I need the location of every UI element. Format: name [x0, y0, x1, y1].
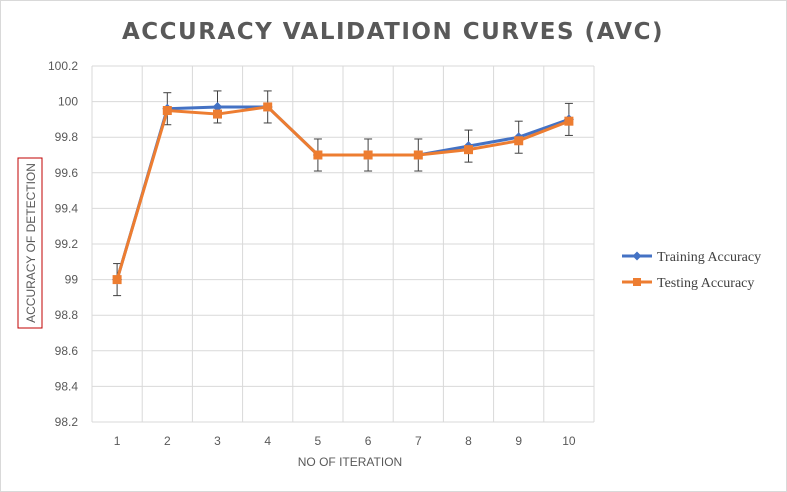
chart-title: ACCURACY VALIDATION CURVES (AVC) — [122, 19, 664, 45]
legend-marker — [633, 278, 641, 286]
data-point — [112, 275, 122, 285]
data-point — [263, 102, 273, 112]
x-axis-label: NO OF ITERATION — [298, 455, 402, 469]
x-tick-label: 8 — [465, 434, 472, 448]
y-tick-label: 100.2 — [48, 59, 78, 73]
y-tick-label: 99.4 — [55, 201, 79, 215]
x-tick-label: 5 — [315, 434, 322, 448]
data-point — [564, 116, 574, 126]
x-tick-label: 3 — [214, 434, 221, 448]
data-point — [514, 136, 524, 146]
x-tick-label: 1 — [114, 434, 121, 448]
data-point — [313, 150, 323, 160]
legend-item: Training Accuracy — [622, 250, 761, 265]
data-point — [213, 109, 222, 119]
x-tick-labels: 1 2 3 4 5 6 7 8 9 10 — [114, 434, 576, 448]
data-point — [363, 150, 373, 160]
x-tick-label: 7 — [415, 434, 422, 448]
legend-marker — [632, 251, 642, 261]
series-layer — [112, 101, 574, 285]
y-tick-label: 98.4 — [55, 379, 79, 393]
x-tick-label: 6 — [365, 434, 372, 448]
y-tick-label: 99.8 — [55, 130, 79, 144]
data-point — [413, 150, 423, 160]
series-line — [115, 105, 570, 281]
y-tick-label: 99.6 — [55, 166, 79, 180]
y-tick-labels: 98.2 98.4 98.6 98.8 99 99.2 99.4 99.6 99.8 100 100… — [48, 59, 78, 429]
y-tick-label: 100 — [58, 95, 78, 109]
data-point — [464, 145, 473, 155]
series-testing — [112, 102, 574, 285]
legend-label: Testing Accuracy — [657, 276, 754, 291]
x-tick-label: 9 — [515, 434, 522, 448]
y-axis-label: ACCURACY OF DETECTION — [24, 163, 38, 323]
y-tick-label: 99 — [65, 273, 79, 287]
x-tick-label: 10 — [562, 434, 576, 448]
y-tick-label: 98.2 — [55, 415, 79, 429]
legend: Training Accuracy Testing Accuracy — [622, 250, 761, 291]
y-tick-label: 98.6 — [55, 344, 79, 358]
x-tick-label: 2 — [164, 434, 171, 448]
x-tick-label: 4 — [264, 434, 271, 448]
data-point — [162, 106, 172, 115]
y-tick-label: 99.2 — [55, 237, 79, 251]
legend-item: Testing Accuracy — [622, 276, 754, 291]
y-tick-label: 98.8 — [55, 308, 79, 322]
data-point — [212, 101, 223, 112]
y-axis-label-box — [17, 157, 43, 329]
legend-label: Training Accuracy — [657, 250, 761, 265]
